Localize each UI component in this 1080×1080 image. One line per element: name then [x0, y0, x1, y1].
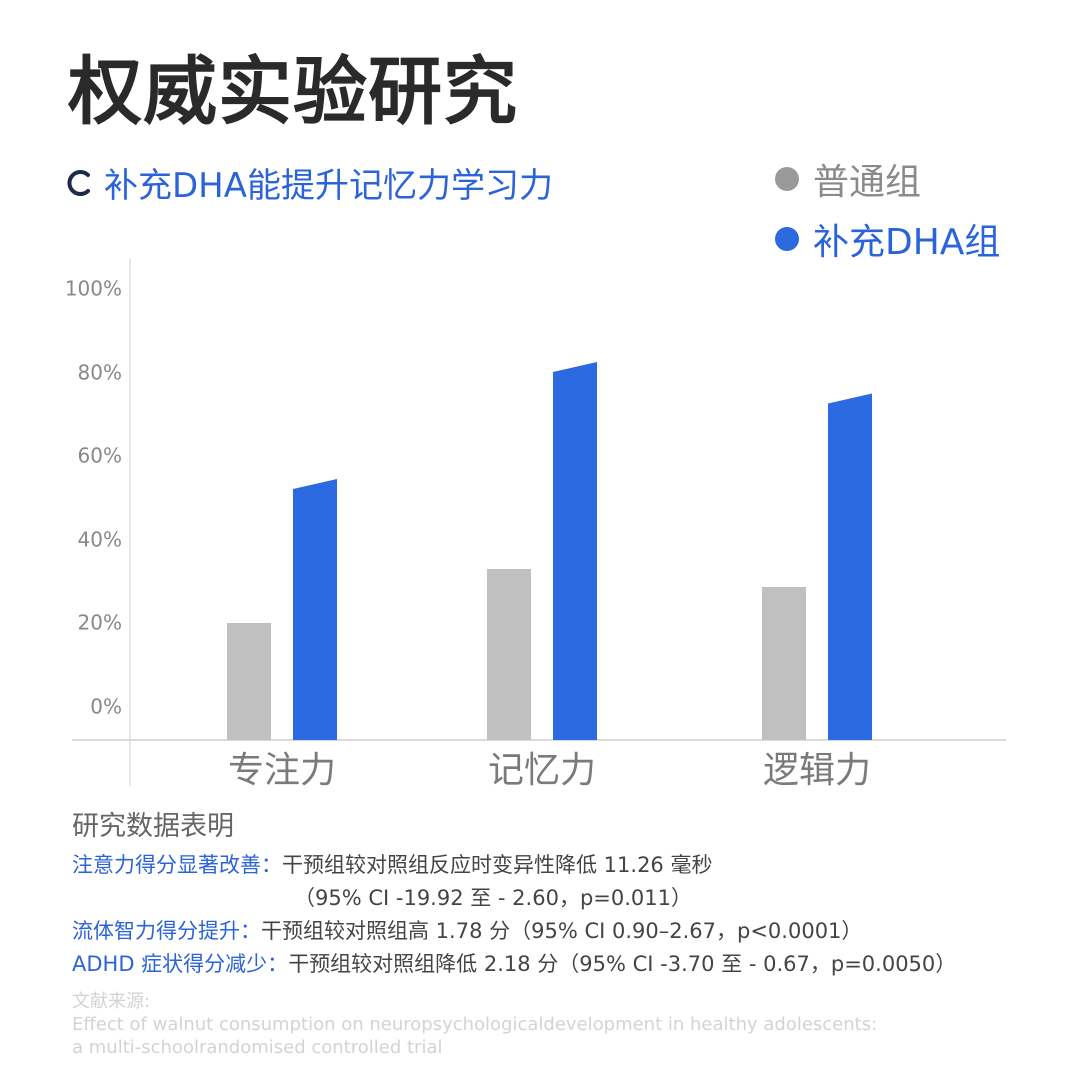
bar-control [227, 623, 271, 740]
references-line-1: Effect of walnut consumption on neuropsy… [72, 1014, 878, 1035]
legend-label-control: 普通组 [813, 162, 922, 203]
finding-text: 干预组较对照组高 1.78 分（95% CI 0.90–2.67，p<0.000… [261, 919, 863, 943]
y-tick-label: 20% [78, 611, 122, 635]
references-line-2: a multi-schoolrandomised controlled tria… [72, 1037, 443, 1058]
finding-adhd: ADHD 症状得分减少：干预组较对照组降低 2.18 分（95% CI -3.7… [72, 948, 1062, 981]
y-tick-label: 40% [78, 528, 122, 552]
finding-label: ADHD 症状得分减少： [72, 952, 289, 976]
y-tick-label: 60% [78, 444, 122, 468]
subtitle: 补充DHA能提升记忆力学习力 [64, 158, 553, 207]
legend: 普通组 补充DHA组 [775, 154, 1000, 274]
finding-text: 干预组较对照组降低 2.18 分（95% CI -3.70 至 - 0.67，p… [288, 952, 957, 976]
legend-item-control: 普通组 [775, 154, 1000, 204]
bar-dha [828, 393, 872, 740]
findings: 研究数据表明 注意力得分显著改善：干预组较对照组反应时变异性降低 11.26 毫… [72, 804, 1062, 981]
finding-label: 注意力得分显著改善： [72, 853, 282, 877]
finding-text: 干预组较对照组反应时变异性降低 11.26 毫秒 [282, 853, 713, 877]
x-tick-label: 逻辑力 [763, 750, 871, 791]
finding-label: 流体智力得分提升： [72, 919, 261, 943]
bar-chart: 100% 80% 60% 40% 20% 0% 专注力 记忆力 逻辑力 [65, 258, 1006, 791]
finding-fluid-intelligence: 流体智力得分提升：干预组较对照组高 1.78 分（95% CI 0.90–2.6… [72, 915, 1062, 948]
bar-control [762, 587, 806, 740]
finding-attention: 注意力得分显著改善：干预组较对照组反应时变异性降低 11.26 毫秒 （95% … [72, 849, 1062, 915]
finding-text-continued: （95% CI -19.92 至 - 2.60，p=0.011） [294, 886, 692, 910]
subtitle-text: 补充DHA能提升记忆力学习力 [104, 166, 554, 206]
legend-label-dha: 补充DHA组 [813, 222, 1001, 263]
bar-control [487, 569, 531, 740]
x-tick-label: 记忆力 [488, 750, 596, 791]
findings-title: 研究数据表明 [72, 811, 234, 842]
bar-dha [293, 479, 337, 740]
bar-dha [553, 362, 597, 740]
y-tick-labels: 100% 80% 60% 40% 20% 0% [65, 277, 122, 719]
legend-dot-dha [775, 227, 799, 251]
references: 文献来源: Effect of walnut consumption on ne… [72, 990, 1062, 1059]
x-tick-labels: 专注力 记忆力 逻辑力 [228, 750, 871, 791]
legend-dot-control [775, 167, 799, 191]
y-tick-label: 100% [65, 277, 122, 301]
page-title: 权威实验研究 [68, 49, 518, 135]
chart-bars [227, 362, 872, 740]
legend-item-dha: 补充DHA组 [775, 214, 1000, 264]
references-label: 文献来源: [72, 991, 151, 1012]
x-tick-label: 专注力 [228, 750, 336, 791]
ring-icon [67, 169, 90, 196]
y-tick-label: 80% [78, 361, 122, 385]
y-tick-label: 0% [90, 695, 122, 719]
